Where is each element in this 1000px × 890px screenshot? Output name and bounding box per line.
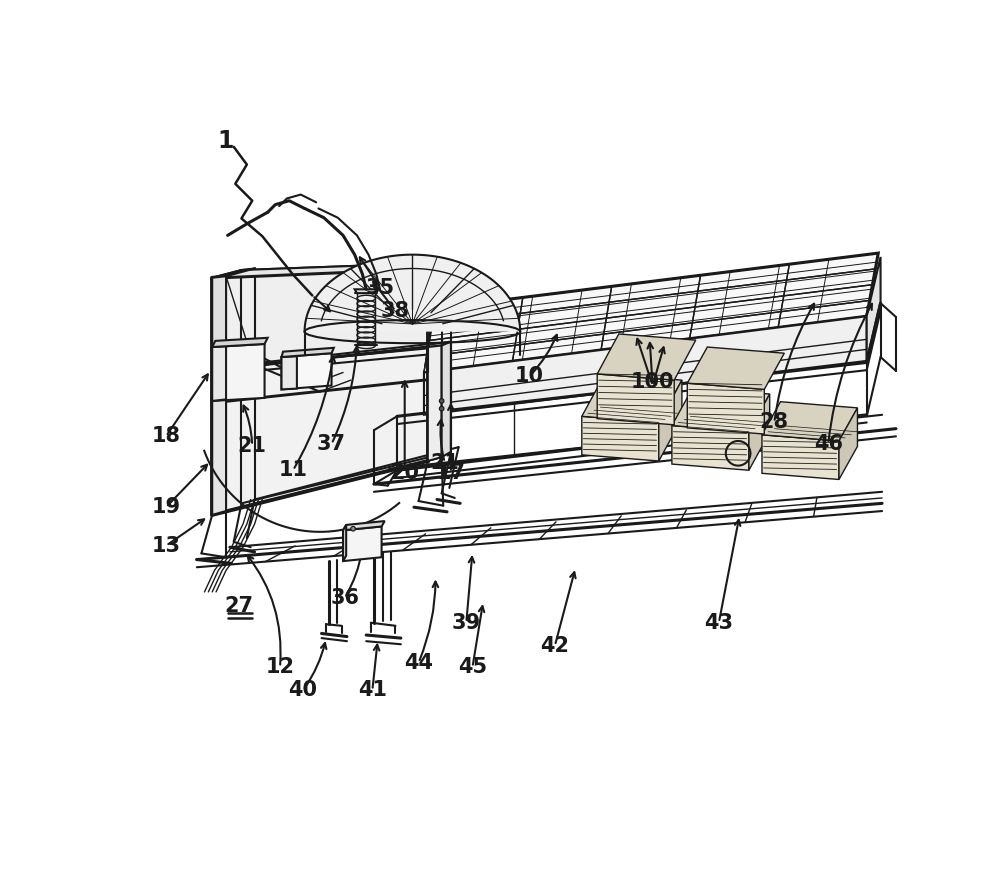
Polygon shape	[282, 348, 334, 357]
Text: 44: 44	[404, 652, 433, 673]
Text: 20: 20	[390, 463, 419, 482]
Circle shape	[439, 407, 444, 411]
Text: 17: 17	[436, 463, 465, 482]
Polygon shape	[672, 425, 749, 470]
Text: 1: 1	[218, 129, 234, 153]
Text: 42: 42	[540, 635, 569, 656]
Polygon shape	[212, 344, 265, 400]
Polygon shape	[212, 263, 451, 278]
Polygon shape	[749, 394, 770, 470]
Polygon shape	[424, 253, 878, 372]
Polygon shape	[428, 345, 442, 461]
Text: 28: 28	[760, 412, 789, 433]
Polygon shape	[212, 269, 428, 370]
Polygon shape	[282, 356, 297, 390]
Text: 18: 18	[152, 426, 180, 447]
Polygon shape	[659, 380, 682, 461]
Text: 11: 11	[279, 460, 308, 481]
Polygon shape	[762, 401, 857, 441]
Polygon shape	[442, 342, 451, 457]
Text: 10: 10	[515, 367, 544, 386]
Polygon shape	[212, 368, 226, 515]
Polygon shape	[839, 408, 857, 480]
Text: 39: 39	[452, 612, 481, 633]
Polygon shape	[672, 388, 770, 432]
Text: 43: 43	[704, 612, 733, 633]
Text: 45: 45	[458, 658, 487, 677]
Text: 35: 35	[365, 278, 395, 298]
Circle shape	[351, 527, 355, 531]
Polygon shape	[687, 384, 764, 434]
Circle shape	[439, 399, 444, 403]
Text: 41: 41	[358, 681, 387, 700]
Polygon shape	[343, 521, 385, 530]
Text: 12: 12	[265, 658, 294, 677]
Text: 21: 21	[238, 435, 267, 456]
Polygon shape	[305, 255, 520, 332]
Polygon shape	[582, 417, 659, 461]
Polygon shape	[867, 257, 881, 361]
Polygon shape	[212, 346, 226, 401]
Polygon shape	[212, 276, 226, 370]
Polygon shape	[212, 347, 428, 515]
Polygon shape	[212, 338, 268, 347]
Polygon shape	[597, 334, 696, 380]
Polygon shape	[597, 374, 674, 425]
Polygon shape	[343, 525, 346, 561]
Polygon shape	[343, 527, 382, 561]
Text: 27: 27	[225, 595, 254, 616]
Polygon shape	[582, 374, 682, 423]
Polygon shape	[282, 353, 332, 390]
Polygon shape	[687, 347, 784, 390]
Text: 21: 21	[430, 452, 459, 473]
Text: 46: 46	[814, 434, 843, 454]
Text: 36: 36	[330, 588, 359, 608]
Text: 37: 37	[317, 434, 346, 454]
Text: 13: 13	[152, 536, 180, 555]
Text: 38: 38	[381, 301, 410, 321]
Polygon shape	[762, 435, 839, 480]
Text: 19: 19	[151, 498, 181, 517]
Polygon shape	[355, 289, 378, 293]
Polygon shape	[212, 269, 255, 278]
Text: 40: 40	[289, 681, 318, 700]
Polygon shape	[424, 316, 867, 415]
Text: 100: 100	[631, 372, 674, 392]
